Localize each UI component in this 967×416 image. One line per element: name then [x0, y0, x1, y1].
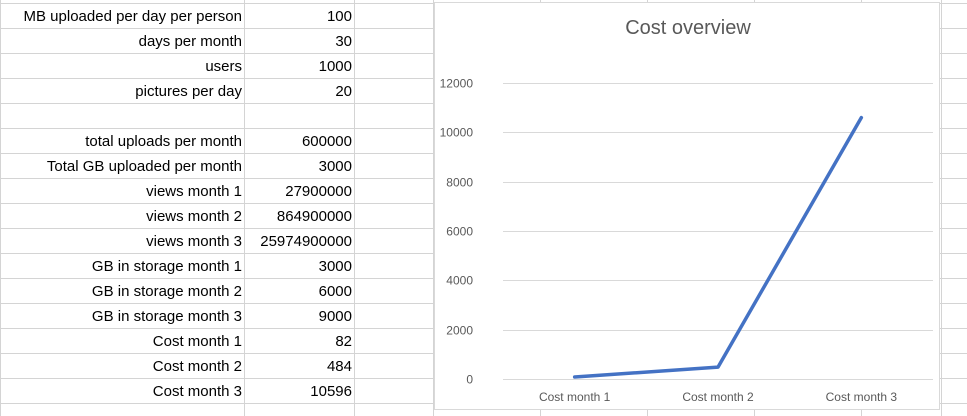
cost-overview-chart[interactable]: Cost overview 0 2000 4000 6000 8000 10000 1200… — [434, 2, 940, 410]
x-category-label: Cost month 1 — [539, 390, 611, 404]
row-label[interactable]: MB uploaded per day per person — [23, 8, 242, 25]
row-value[interactable]: 27900000 — [285, 183, 352, 200]
row-label[interactable]: views month 1 — [146, 183, 242, 200]
row-label[interactable]: Total GB uploaded per month — [46, 158, 242, 175]
row-value[interactable]: 9000 — [318, 308, 352, 325]
chart-plot: 0 2000 4000 6000 8000 10000 12000 Cost month 1 C… — [440, 77, 933, 404]
row-label[interactable]: days per month — [138, 33, 242, 50]
row-label[interactable]: GB in storage month 1 — [91, 258, 242, 275]
y-tick-label: 6000 — [446, 225, 473, 239]
x-category-label: Cost month 3 — [826, 390, 898, 404]
y-tick-label: 12000 — [440, 77, 474, 91]
row-label[interactable]: Cost month 3 — [152, 383, 242, 400]
row-value[interactable]: 484 — [326, 358, 352, 375]
row-label[interactable]: GB in storage month 2 — [91, 283, 242, 300]
y-tick-label: 8000 — [446, 176, 473, 190]
row-value[interactable]: 25974900000 — [260, 233, 352, 250]
row-value[interactable]: 864900000 — [276, 208, 352, 225]
row-label[interactable]: total uploads per month — [85, 133, 242, 150]
row-value[interactable]: 30 — [335, 33, 352, 50]
row-value[interactable]: 3000 — [318, 258, 352, 275]
y-tick-label: 2000 — [446, 324, 473, 338]
row-value[interactable] — [246, 104, 352, 129]
row-value[interactable]: 10596 — [310, 383, 352, 400]
row-value[interactable]: 20 — [335, 83, 352, 100]
row-label[interactable] — [0, 104, 242, 129]
row-value[interactable]: 6000 — [318, 283, 352, 300]
row-label[interactable]: views month 3 — [146, 233, 242, 250]
row-value[interactable]: 600000 — [301, 133, 352, 150]
row-label[interactable]: users — [205, 58, 242, 75]
row-value[interactable]: 82 — [335, 333, 352, 350]
y-tick-label: 4000 — [446, 274, 473, 288]
row-label[interactable]: Cost month 2 — [152, 358, 242, 375]
row-value[interactable]: 1000 — [318, 58, 352, 75]
y-tick-label: 10000 — [440, 126, 474, 140]
row-value[interactable]: 100 — [326, 8, 352, 25]
y-tick-label: 0 — [466, 373, 473, 387]
row-value[interactable]: 3000 — [318, 158, 352, 175]
row-label[interactable]: GB in storage month 3 — [91, 308, 242, 325]
x-category-label: Cost month 2 — [682, 390, 754, 404]
row-label[interactable]: views month 2 — [146, 208, 242, 225]
chart-title: Cost overview — [625, 17, 751, 39]
row-label[interactable]: Cost month 1 — [152, 333, 242, 350]
row-label[interactable]: pictures per day — [135, 83, 242, 100]
series-line — [572, 115, 864, 379]
